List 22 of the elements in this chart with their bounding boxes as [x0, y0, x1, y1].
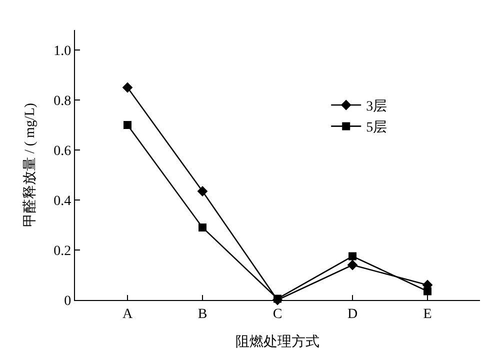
y-tick-label: 1.0 [54, 44, 72, 59]
legend-label: 5层 [366, 120, 388, 136]
y-axis-title: 甲醛释放量 / ( mg/L) [22, 102, 38, 228]
y-tick-label: 0 [64, 294, 72, 309]
point [347, 260, 358, 270]
y-tick-label: 0.6 [54, 144, 72, 159]
point [198, 224, 206, 232]
y-tick-label: 0.2 [54, 244, 72, 259]
x-tick-label: C [272, 306, 282, 322]
x-tick-label: E [423, 306, 432, 322]
y-tick-label: 0.4 [54, 194, 72, 209]
point [124, 121, 132, 129]
point [122, 82, 133, 93]
legend-label: 3层 [366, 99, 388, 114]
x-axis-title: 阻燃处理方式 [236, 334, 320, 350]
y-tick-label: 0.8 [54, 94, 72, 109]
x-tick-label: A [122, 306, 134, 322]
x-tick-label: B [198, 306, 208, 322]
point [197, 186, 208, 196]
point [424, 287, 432, 296]
x-tick-label: D [347, 306, 358, 322]
point [348, 252, 356, 260]
